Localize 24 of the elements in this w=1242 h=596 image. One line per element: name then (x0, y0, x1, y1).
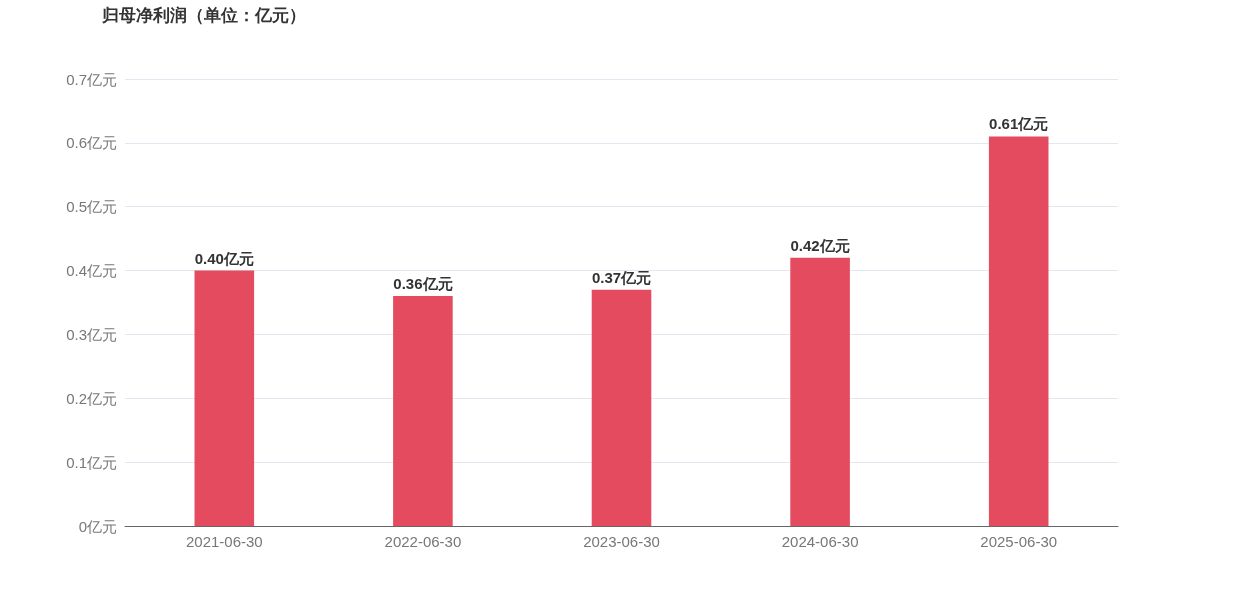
bar (194, 270, 255, 526)
bar (591, 289, 652, 526)
x-tick-label: 2024-06-30 (781, 533, 859, 550)
y-tick-label: 0.4亿元 (66, 262, 117, 280)
y-tick-label: 0.5亿元 (66, 198, 117, 216)
y-tick-label: 0亿元 (78, 517, 117, 535)
y-tick-label: 0.2亿元 (66, 389, 117, 407)
data-label: 0.37亿元 (591, 268, 652, 286)
data-label: 0.36亿元 (393, 275, 453, 293)
bar (393, 296, 453, 526)
data-label: 0.61亿元 (989, 115, 1049, 133)
x-tick-label: 2022-06-30 (384, 533, 462, 550)
data-label: 0.42亿元 (790, 236, 850, 254)
y-tick-label: 0.7亿元 (66, 70, 117, 88)
chart-title: 归母净利润（单位：亿元） (101, 6, 306, 25)
data-label: 0.40亿元 (194, 249, 254, 267)
x-tick-label: 2021-06-30 (185, 533, 263, 550)
x-tick-label: 2023-06-30 (583, 533, 660, 550)
y-tick-label: 0.3亿元 (66, 325, 117, 343)
y-tick-label: 0.6亿元 (66, 134, 117, 152)
bar (988, 136, 1049, 526)
bar (790, 257, 850, 526)
x-tick-label: 2025-06-30 (980, 533, 1058, 550)
y-tick-label: 0.1亿元 (66, 453, 117, 471)
